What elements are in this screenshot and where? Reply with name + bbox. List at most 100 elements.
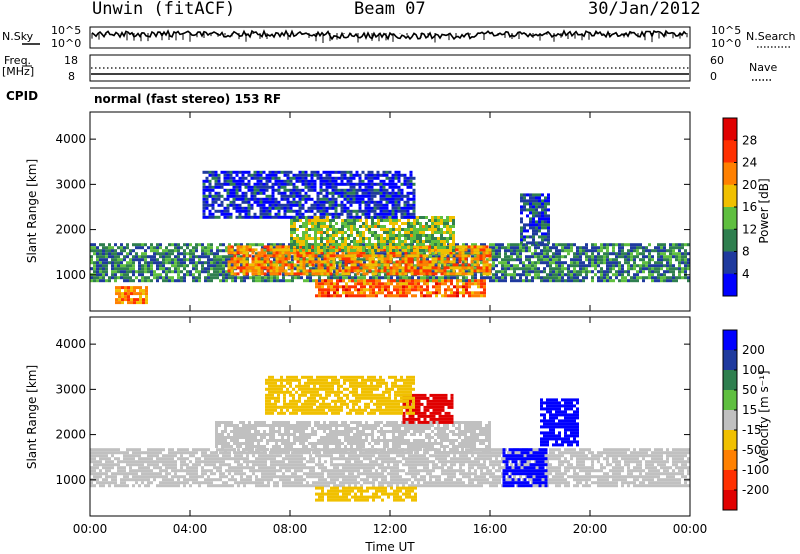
power-cell xyxy=(251,263,255,267)
power-cell xyxy=(99,249,102,253)
power-cell xyxy=(535,196,538,200)
power-cell xyxy=(240,255,243,259)
power-cell xyxy=(401,240,404,243)
power-cell xyxy=(220,182,224,186)
power-cell xyxy=(326,228,329,231)
power-cell xyxy=(328,182,332,186)
power-cell xyxy=(428,269,432,273)
power-cell xyxy=(171,252,174,256)
power-cell xyxy=(240,243,243,247)
power-cell xyxy=(558,255,561,259)
power-cell xyxy=(513,246,516,250)
power-cell xyxy=(392,222,395,225)
power-cell xyxy=(310,173,314,177)
power-cell xyxy=(324,291,327,295)
velocity-cell xyxy=(90,484,93,488)
power-cell xyxy=(525,243,528,247)
power-cell xyxy=(295,212,299,216)
power-cell xyxy=(379,206,383,210)
power-cell xyxy=(317,257,321,261)
power-cell xyxy=(358,188,362,192)
power-cell xyxy=(313,206,317,210)
power-cell xyxy=(156,246,159,250)
power-cell xyxy=(362,269,366,273)
power-cell xyxy=(443,263,447,267)
power-cell xyxy=(636,243,639,247)
power-cell xyxy=(138,246,141,250)
power-cell xyxy=(452,234,455,237)
power-cell xyxy=(386,234,389,237)
power-cell xyxy=(573,264,576,268)
power-cell xyxy=(180,276,183,280)
power-cell xyxy=(594,249,597,253)
power-cell xyxy=(444,288,447,292)
power-cell xyxy=(278,272,282,276)
power-cell xyxy=(260,266,264,270)
power-cell xyxy=(344,266,348,270)
power-cell xyxy=(425,254,429,258)
power-cell xyxy=(576,246,579,250)
power-cell xyxy=(302,246,305,249)
velocity-cell xyxy=(105,454,108,458)
power-cell xyxy=(318,288,321,292)
power-cell xyxy=(449,225,452,228)
power-cell xyxy=(482,251,486,255)
power-cell xyxy=(319,182,323,186)
power-cell xyxy=(230,272,234,276)
power-cell xyxy=(207,249,210,253)
power-cell xyxy=(540,270,543,274)
power-cell xyxy=(256,215,260,219)
power-cell xyxy=(383,269,387,273)
power-cell xyxy=(228,273,231,277)
power-cell xyxy=(410,246,413,249)
power-cell xyxy=(314,219,317,222)
power-cell xyxy=(476,251,480,255)
power-cell xyxy=(229,215,233,219)
power-cell xyxy=(211,200,215,204)
power-cell xyxy=(385,200,389,204)
power-cell xyxy=(392,225,395,228)
power-cell xyxy=(447,285,450,289)
power-cell xyxy=(367,179,371,183)
cpid-label: CPID xyxy=(6,89,39,103)
power-cell xyxy=(455,266,459,270)
power-cell xyxy=(419,237,422,240)
power-cell xyxy=(419,266,423,270)
power-cell xyxy=(633,255,636,259)
power-cell xyxy=(441,282,444,286)
power-cell xyxy=(310,179,314,183)
power-cell xyxy=(340,188,344,192)
power-cell xyxy=(394,185,398,189)
power-cell xyxy=(387,288,390,292)
power-cell xyxy=(390,282,393,286)
power-cell xyxy=(293,243,296,246)
power-cell xyxy=(250,188,254,192)
power-cell xyxy=(317,222,320,225)
velocity-cell xyxy=(99,481,102,485)
power-cell xyxy=(426,282,429,286)
power-cell xyxy=(365,249,368,252)
power-cell xyxy=(555,252,558,256)
power-cell xyxy=(396,282,399,286)
power-cell xyxy=(398,246,401,249)
power-cell xyxy=(265,197,269,201)
power-cell xyxy=(266,257,270,261)
power-cell xyxy=(229,194,233,198)
power-cell xyxy=(678,243,681,247)
power-cell xyxy=(409,176,413,180)
power-cell xyxy=(366,279,369,283)
power-cell xyxy=(535,208,538,212)
power-cell xyxy=(253,197,257,201)
power-cell xyxy=(446,272,450,276)
power-cell xyxy=(483,279,486,283)
power-cell xyxy=(235,188,239,192)
power-cell xyxy=(624,243,627,247)
power-cell xyxy=(347,246,350,249)
power-cell xyxy=(672,246,675,250)
power-cell xyxy=(242,266,246,270)
velocity-cell xyxy=(147,460,150,464)
power-cell xyxy=(597,270,600,274)
power-cell xyxy=(564,261,567,265)
power-cell xyxy=(123,255,126,259)
power-cell xyxy=(235,215,239,219)
